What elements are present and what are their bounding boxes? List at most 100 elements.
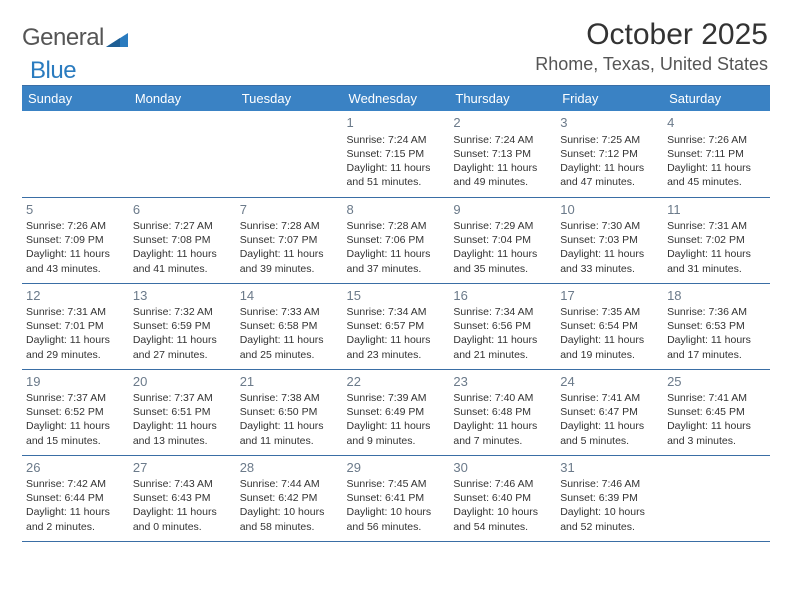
day-number: 15 xyxy=(347,287,446,305)
sunrise-line: Sunrise: 7:39 AM xyxy=(347,391,446,405)
sunrise-line: Sunrise: 7:31 AM xyxy=(26,305,125,319)
calendar-day-cell: 9Sunrise: 7:29 AMSunset: 7:04 PMDaylight… xyxy=(449,197,556,283)
calendar-day-cell: 14Sunrise: 7:33 AMSunset: 6:58 PMDayligh… xyxy=(236,283,343,369)
sunset-line: Sunset: 7:02 PM xyxy=(667,233,766,247)
day-number: 17 xyxy=(560,287,659,305)
day-header: Sunday xyxy=(22,86,129,112)
sunrise-line: Sunrise: 7:41 AM xyxy=(560,391,659,405)
calendar-day-cell: 26Sunrise: 7:42 AMSunset: 6:44 PMDayligh… xyxy=(22,455,129,541)
calendar-day-cell: 13Sunrise: 7:32 AMSunset: 6:59 PMDayligh… xyxy=(129,283,236,369)
daylight-line: Daylight: 11 hours and 39 minutes. xyxy=(240,247,339,275)
daylight-line: Daylight: 11 hours and 51 minutes. xyxy=(347,161,446,189)
calendar-day-cell: 3Sunrise: 7:25 AMSunset: 7:12 PMDaylight… xyxy=(556,111,663,197)
calendar-body: 1Sunrise: 7:24 AMSunset: 7:15 PMDaylight… xyxy=(22,111,770,541)
day-number: 30 xyxy=(453,459,552,477)
day-number: 6 xyxy=(133,201,232,219)
brand-logo: General xyxy=(22,24,130,52)
day-number: 23 xyxy=(453,373,552,391)
calendar-day-cell: 31Sunrise: 7:46 AMSunset: 6:39 PMDayligh… xyxy=(556,455,663,541)
day-header: Saturday xyxy=(663,86,770,112)
calendar-day-cell: 16Sunrise: 7:34 AMSunset: 6:56 PMDayligh… xyxy=(449,283,556,369)
brand-blue: Blue xyxy=(30,57,76,85)
day-number: 27 xyxy=(133,459,232,477)
sunset-line: Sunset: 6:47 PM xyxy=(560,405,659,419)
sunrise-line: Sunrise: 7:46 AM xyxy=(560,477,659,491)
calendar-empty-cell xyxy=(22,111,129,197)
calendar-day-cell: 29Sunrise: 7:45 AMSunset: 6:41 PMDayligh… xyxy=(343,455,450,541)
sunset-line: Sunset: 6:50 PM xyxy=(240,405,339,419)
sunset-line: Sunset: 6:54 PM xyxy=(560,319,659,333)
brand-left: General xyxy=(22,24,104,51)
day-number: 16 xyxy=(453,287,552,305)
day-header: Thursday xyxy=(449,86,556,112)
sunset-line: Sunset: 6:51 PM xyxy=(133,405,232,419)
calendar-week-row: 5Sunrise: 7:26 AMSunset: 7:09 PMDaylight… xyxy=(22,197,770,283)
calendar-day-cell: 19Sunrise: 7:37 AMSunset: 6:52 PMDayligh… xyxy=(22,369,129,455)
day-header: Friday xyxy=(556,86,663,112)
calendar-empty-cell xyxy=(663,455,770,541)
sunrise-line: Sunrise: 7:32 AM xyxy=(133,305,232,319)
calendar-day-cell: 25Sunrise: 7:41 AMSunset: 6:45 PMDayligh… xyxy=(663,369,770,455)
title-block: October 2025 Rhome, Texas, United States xyxy=(535,18,770,75)
day-header-row: SundayMondayTuesdayWednesdayThursdayFrid… xyxy=(22,86,770,112)
calendar-week-row: 1Sunrise: 7:24 AMSunset: 7:15 PMDaylight… xyxy=(22,111,770,197)
day-number: 31 xyxy=(560,459,659,477)
day-number: 3 xyxy=(560,114,659,132)
calendar-day-cell: 4Sunrise: 7:26 AMSunset: 7:11 PMDaylight… xyxy=(663,111,770,197)
month-title: October 2025 xyxy=(535,18,768,52)
calendar-day-cell: 12Sunrise: 7:31 AMSunset: 7:01 PMDayligh… xyxy=(22,283,129,369)
calendar-empty-cell xyxy=(236,111,343,197)
daylight-line: Daylight: 11 hours and 23 minutes. xyxy=(347,333,446,361)
day-number: 14 xyxy=(240,287,339,305)
calendar-day-cell: 1Sunrise: 7:24 AMSunset: 7:15 PMDaylight… xyxy=(343,111,450,197)
calendar-day-cell: 30Sunrise: 7:46 AMSunset: 6:40 PMDayligh… xyxy=(449,455,556,541)
sunset-line: Sunset: 6:48 PM xyxy=(453,405,552,419)
sunset-line: Sunset: 7:04 PM xyxy=(453,233,552,247)
sunrise-line: Sunrise: 7:27 AM xyxy=(133,219,232,233)
calendar-week-row: 12Sunrise: 7:31 AMSunset: 7:01 PMDayligh… xyxy=(22,283,770,369)
day-number: 21 xyxy=(240,373,339,391)
calendar-table: SundayMondayTuesdayWednesdayThursdayFrid… xyxy=(22,85,770,542)
day-header: Wednesday xyxy=(343,86,450,112)
sunset-line: Sunset: 6:59 PM xyxy=(133,319,232,333)
calendar-day-cell: 20Sunrise: 7:37 AMSunset: 6:51 PMDayligh… xyxy=(129,369,236,455)
calendar-day-cell: 24Sunrise: 7:41 AMSunset: 6:47 PMDayligh… xyxy=(556,369,663,455)
calendar-day-cell: 7Sunrise: 7:28 AMSunset: 7:07 PMDaylight… xyxy=(236,197,343,283)
day-number: 24 xyxy=(560,373,659,391)
day-number: 11 xyxy=(667,201,766,219)
day-number: 8 xyxy=(347,201,446,219)
sunset-line: Sunset: 6:40 PM xyxy=(453,491,552,505)
sunset-line: Sunset: 6:43 PM xyxy=(133,491,232,505)
sunrise-line: Sunrise: 7:33 AM xyxy=(240,305,339,319)
sunrise-line: Sunrise: 7:37 AM xyxy=(133,391,232,405)
day-number: 2 xyxy=(453,114,552,132)
sunrise-line: Sunrise: 7:42 AM xyxy=(26,477,125,491)
daylight-line: Daylight: 10 hours and 54 minutes. xyxy=(453,505,552,533)
calendar-head: SundayMondayTuesdayWednesdayThursdayFrid… xyxy=(22,86,770,112)
sunset-line: Sunset: 6:45 PM xyxy=(667,405,766,419)
day-number: 10 xyxy=(560,201,659,219)
sunrise-line: Sunrise: 7:34 AM xyxy=(347,305,446,319)
daylight-line: Daylight: 11 hours and 31 minutes. xyxy=(667,247,766,275)
sunrise-line: Sunrise: 7:26 AM xyxy=(26,219,125,233)
day-number: 20 xyxy=(133,373,232,391)
sunset-line: Sunset: 7:06 PM xyxy=(347,233,446,247)
daylight-line: Daylight: 11 hours and 2 minutes. xyxy=(26,505,125,533)
day-header: Tuesday xyxy=(236,86,343,112)
day-number: 22 xyxy=(347,373,446,391)
day-number: 28 xyxy=(240,459,339,477)
daylight-line: Daylight: 11 hours and 13 minutes. xyxy=(133,419,232,447)
calendar-day-cell: 15Sunrise: 7:34 AMSunset: 6:57 PMDayligh… xyxy=(343,283,450,369)
daylight-line: Daylight: 11 hours and 49 minutes. xyxy=(453,161,552,189)
sunset-line: Sunset: 6:41 PM xyxy=(347,491,446,505)
calendar-empty-cell xyxy=(129,111,236,197)
daylight-line: Daylight: 10 hours and 58 minutes. xyxy=(240,505,339,533)
daylight-line: Daylight: 11 hours and 43 minutes. xyxy=(26,247,125,275)
daylight-line: Daylight: 11 hours and 37 minutes. xyxy=(347,247,446,275)
daylight-line: Daylight: 11 hours and 5 minutes. xyxy=(560,419,659,447)
brand-name: General xyxy=(22,24,104,52)
sunset-line: Sunset: 7:07 PM xyxy=(240,233,339,247)
sunrise-line: Sunrise: 7:31 AM xyxy=(667,219,766,233)
daylight-line: Daylight: 10 hours and 52 minutes. xyxy=(560,505,659,533)
sunset-line: Sunset: 6:56 PM xyxy=(453,319,552,333)
